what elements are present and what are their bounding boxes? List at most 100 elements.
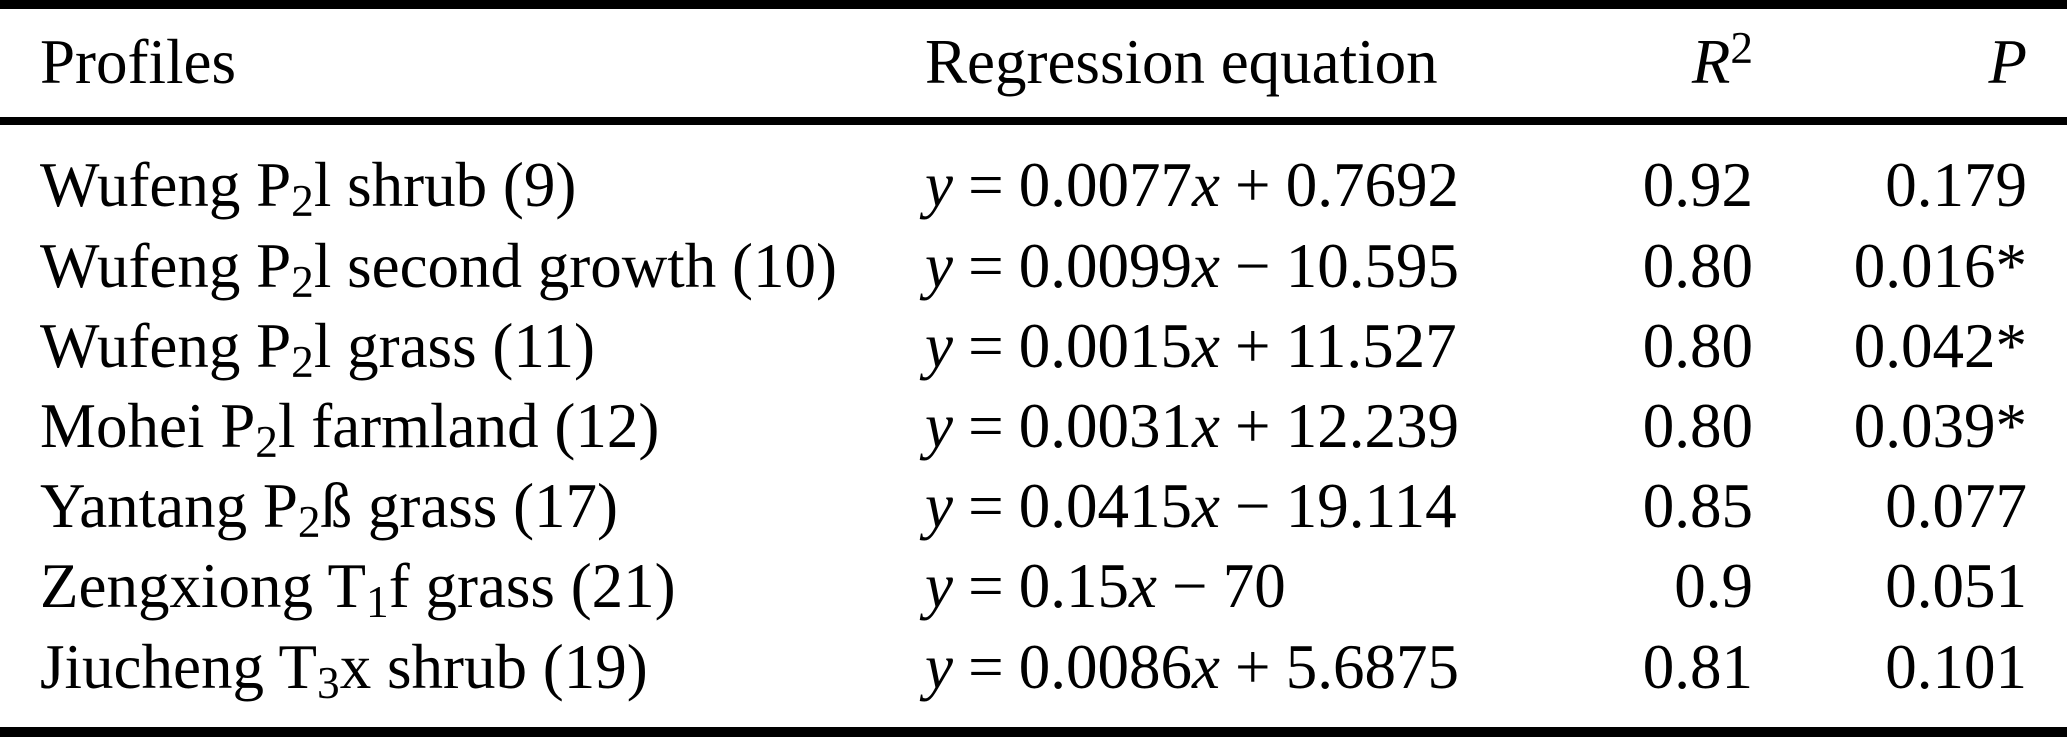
profile-name-rest: l shrub (9) bbox=[313, 150, 577, 221]
equation-slope: 0.0086 bbox=[1018, 632, 1192, 703]
equation-slope: 0.0099 bbox=[1018, 231, 1192, 302]
profile-name: Wufeng P bbox=[40, 150, 292, 221]
column-header-r-squared: R2 bbox=[1535, 5, 1753, 121]
equation-x: x bbox=[1191, 231, 1220, 302]
equation-y: y bbox=[925, 311, 953, 382]
equation-intercept: 11.527 bbox=[1285, 311, 1457, 382]
r-squared-cell: 0.92 bbox=[1642, 150, 1753, 221]
table-row: Wufeng P2l second growth (10) y = 0.0099x −… bbox=[0, 227, 2067, 307]
equation-slope: 0.0031 bbox=[1018, 391, 1192, 462]
p-value-cell: 0.039* bbox=[1853, 391, 2027, 462]
profile-subscript: 2 bbox=[291, 257, 314, 308]
equation-x: x bbox=[1191, 632, 1220, 703]
p-value-cell: 0.077 bbox=[1885, 471, 2027, 542]
table-body: Wufeng P2l shrub (9) y = 0.0077x +0.7692 0.… bbox=[0, 121, 2067, 733]
profile-subscript: 2 bbox=[297, 497, 321, 548]
equation-cell: y = 0.0415x −19.114 bbox=[925, 467, 1535, 547]
equation-cell: y = 0.0031x +12.239 bbox=[925, 387, 1535, 467]
p-value-cell: 0.016* bbox=[1853, 231, 2027, 302]
equation-cell: y = 0.15x −70 bbox=[925, 547, 1535, 627]
p-value-cell: 0.042* bbox=[1853, 311, 2027, 382]
equation-equals: = bbox=[968, 311, 1004, 382]
equation-intercept: 0.7692 bbox=[1285, 150, 1459, 221]
profile-name: Mohei P bbox=[40, 391, 256, 462]
equation-intercept: 12.239 bbox=[1285, 391, 1459, 462]
equation-cell: y = 0.0086x +5.6875 bbox=[925, 627, 1535, 732]
header-row: Profiles Regression equation R2 P bbox=[0, 5, 2067, 121]
profile-cell: Zengxiong T1f grass (21) bbox=[0, 547, 925, 627]
equation-operator: − bbox=[1235, 231, 1271, 302]
profile-subscript: 2 bbox=[255, 417, 278, 468]
equation-intercept: 70 bbox=[1222, 551, 1286, 622]
column-header-p-value: P bbox=[1753, 5, 2067, 121]
r-squared-base: R bbox=[1691, 27, 1731, 98]
equation-slope: 0.0077 bbox=[1018, 150, 1192, 221]
equation-intercept: 10.595 bbox=[1285, 231, 1459, 302]
table-row: Yantang P2ß grass (17) y = 0.0415x −19.114 … bbox=[0, 467, 2067, 547]
equation-operator: + bbox=[1235, 150, 1271, 221]
equation-intercept: 5.6875 bbox=[1285, 632, 1459, 703]
profile-cell: Mohei P2l farmland (12) bbox=[0, 387, 925, 467]
profile-name: Zengxiong T bbox=[40, 551, 367, 622]
equation-equals: = bbox=[968, 632, 1004, 703]
profile-subscript: 2 bbox=[291, 176, 314, 227]
profile-cell: Yantang P2ß grass (17) bbox=[0, 467, 925, 547]
equation-operator: + bbox=[1235, 391, 1271, 462]
equation-slope: 0.15 bbox=[1018, 551, 1129, 622]
equation-x: x bbox=[1191, 391, 1220, 462]
table-row: Zengxiong T1f grass (21) y = 0.15x −70 0.9 … bbox=[0, 547, 2067, 627]
equation-y: y bbox=[925, 632, 953, 703]
equation-equals: = bbox=[968, 471, 1004, 542]
equation-equals: = bbox=[968, 231, 1004, 302]
equation-y: y bbox=[925, 391, 953, 462]
equation-equals: = bbox=[968, 150, 1004, 221]
r-squared-cell: 0.80 bbox=[1642, 231, 1753, 302]
table-header: Profiles Regression equation R2 P bbox=[0, 5, 2067, 121]
equation-equals: = bbox=[968, 551, 1004, 622]
profile-cell: Wufeng P2l shrub (9) bbox=[0, 121, 925, 227]
r-squared-cell: 0.81 bbox=[1642, 632, 1753, 703]
equation-y: y bbox=[925, 471, 953, 542]
profile-name: Yantang P bbox=[40, 471, 298, 542]
equation-y: y bbox=[925, 150, 953, 221]
profile-subscript: 2 bbox=[291, 337, 314, 388]
profile-subscript: 3 bbox=[317, 658, 340, 709]
profile-name-rest: f grass (21) bbox=[388, 551, 676, 622]
profile-name: Wufeng P bbox=[40, 311, 292, 382]
p-value-cell: 0.179 bbox=[1885, 150, 2027, 221]
p-value-cell: 0.101 bbox=[1885, 632, 2027, 703]
profile-name-rest: l farmland (12) bbox=[277, 391, 660, 462]
equation-x: x bbox=[1191, 150, 1220, 221]
r-squared-cell: 0.80 bbox=[1642, 391, 1753, 462]
equation-cell: y = 0.0099x −10.595 bbox=[925, 227, 1535, 307]
profile-name-rest: ß grass (17) bbox=[320, 471, 619, 542]
equation-operator: − bbox=[1235, 471, 1271, 542]
profile-name-rest: l grass (11) bbox=[313, 311, 595, 382]
r-squared-cell: 0.85 bbox=[1642, 471, 1753, 542]
r-squared-superscript: 2 bbox=[1730, 22, 1753, 73]
table-row: Mohei P2l farmland (12) y = 0.0031x +12.239… bbox=[0, 387, 2067, 467]
equation-intercept: 19.114 bbox=[1285, 471, 1457, 542]
equation-cell: y = 0.0077x +0.7692 bbox=[925, 121, 1535, 227]
equation-operator: + bbox=[1235, 311, 1271, 382]
equation-operator: + bbox=[1235, 632, 1271, 703]
equation-equals: = bbox=[968, 391, 1004, 462]
table-row: Wufeng P2l shrub (9) y = 0.0077x +0.7692 0.… bbox=[0, 121, 2067, 227]
profile-subscript: 1 bbox=[366, 577, 389, 628]
column-header-profiles: Profiles bbox=[40, 27, 236, 98]
p-value-label: P bbox=[1988, 27, 2027, 98]
equation-x: x bbox=[1191, 471, 1220, 542]
p-value-cell: 0.051 bbox=[1885, 551, 2027, 622]
equation-y: y bbox=[925, 231, 953, 302]
equation-x: x bbox=[1128, 551, 1157, 622]
table-row: Jiucheng T3x shrub (19) y = 0.0086x +5.6875… bbox=[0, 627, 2067, 732]
equation-slope: 0.0415 bbox=[1018, 471, 1192, 542]
equation-cell: y = 0.0015x +11.527 bbox=[925, 307, 1535, 387]
equation-operator: − bbox=[1172, 551, 1208, 622]
profile-cell: Wufeng P2l second growth (10) bbox=[0, 227, 925, 307]
profile-name-rest: l second growth (10) bbox=[313, 231, 837, 302]
r-squared-cell: 0.9 bbox=[1674, 551, 1753, 622]
profile-cell: Jiucheng T3x shrub (19) bbox=[0, 627, 925, 732]
profile-name: Jiucheng T bbox=[40, 632, 318, 703]
